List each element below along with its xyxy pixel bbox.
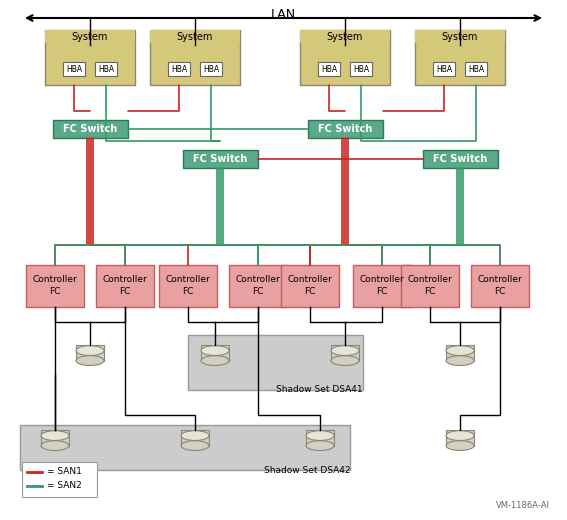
- Bar: [95, 62, 117, 76]
- Ellipse shape: [41, 441, 69, 450]
- Bar: [168, 62, 190, 76]
- Text: FC: FC: [376, 287, 388, 295]
- Bar: [401, 265, 459, 307]
- Bar: [53, 120, 128, 138]
- Ellipse shape: [331, 356, 359, 366]
- Text: Controller: Controller: [33, 276, 77, 284]
- Bar: [20, 425, 350, 470]
- Text: System: System: [177, 32, 213, 42]
- Text: = SAN1: = SAN1: [47, 467, 82, 476]
- Ellipse shape: [76, 346, 104, 356]
- Text: Controller: Controller: [103, 276, 147, 284]
- Bar: [188, 335, 363, 390]
- Bar: [300, 30, 390, 43]
- Text: FC: FC: [494, 287, 506, 295]
- Text: FC: FC: [304, 287, 316, 295]
- Ellipse shape: [446, 441, 474, 450]
- Bar: [465, 62, 487, 76]
- Bar: [446, 430, 474, 446]
- Ellipse shape: [76, 356, 104, 366]
- Ellipse shape: [201, 346, 229, 356]
- Text: FC Switch: FC Switch: [318, 124, 372, 134]
- Bar: [201, 345, 229, 360]
- Text: HBA: HBA: [321, 64, 337, 73]
- Text: Controller: Controller: [166, 276, 210, 284]
- Text: HBA: HBA: [203, 64, 219, 73]
- Text: Shadow Set DSA41: Shadow Set DSA41: [276, 385, 363, 394]
- Bar: [159, 265, 217, 307]
- Ellipse shape: [331, 346, 359, 356]
- Text: FC Switch: FC Switch: [63, 124, 117, 134]
- Text: FC: FC: [119, 287, 130, 295]
- Text: Controller: Controller: [236, 276, 280, 284]
- Ellipse shape: [181, 431, 209, 440]
- Bar: [22, 462, 97, 497]
- Ellipse shape: [446, 431, 474, 440]
- Text: HBA: HBA: [98, 64, 114, 73]
- Text: LAN: LAN: [270, 8, 295, 21]
- Bar: [181, 430, 209, 446]
- Ellipse shape: [201, 356, 229, 366]
- Text: HBA: HBA: [66, 64, 82, 73]
- Bar: [307, 120, 383, 138]
- Bar: [350, 62, 372, 76]
- Bar: [281, 265, 339, 307]
- Bar: [41, 430, 69, 446]
- Bar: [415, 30, 505, 43]
- Bar: [26, 265, 84, 307]
- Text: FC Switch: FC Switch: [193, 154, 247, 164]
- Ellipse shape: [41, 431, 69, 440]
- Text: Controller: Controller: [477, 276, 522, 284]
- Text: Controller: Controller: [287, 276, 332, 284]
- Bar: [306, 430, 334, 446]
- Ellipse shape: [306, 431, 334, 440]
- Bar: [150, 30, 240, 43]
- Bar: [300, 30, 390, 85]
- Text: HBA: HBA: [353, 64, 369, 73]
- Bar: [353, 265, 411, 307]
- Bar: [63, 62, 85, 76]
- Text: Shadow Set DSA42: Shadow Set DSA42: [264, 466, 350, 475]
- Ellipse shape: [446, 356, 474, 366]
- Bar: [331, 345, 359, 360]
- Bar: [471, 265, 529, 307]
- Bar: [150, 30, 240, 85]
- Ellipse shape: [306, 441, 334, 450]
- Text: System: System: [327, 32, 363, 42]
- Bar: [200, 62, 222, 76]
- Text: = SAN2: = SAN2: [47, 482, 82, 490]
- Bar: [45, 30, 135, 43]
- Text: System: System: [442, 32, 478, 42]
- Text: HBA: HBA: [171, 64, 187, 73]
- Bar: [422, 150, 497, 168]
- Ellipse shape: [446, 346, 474, 356]
- Bar: [446, 345, 474, 360]
- Bar: [229, 265, 287, 307]
- Text: System: System: [72, 32, 108, 42]
- Bar: [433, 62, 455, 76]
- Text: Controller: Controller: [408, 276, 452, 284]
- Bar: [183, 150, 257, 168]
- Text: HBA: HBA: [468, 64, 484, 73]
- Text: FC: FC: [183, 287, 194, 295]
- Bar: [76, 345, 104, 360]
- Text: HBA: HBA: [436, 64, 452, 73]
- Bar: [45, 30, 135, 85]
- Bar: [415, 30, 505, 85]
- Text: FC Switch: FC Switch: [433, 154, 487, 164]
- Text: FC: FC: [49, 287, 61, 295]
- Bar: [318, 62, 340, 76]
- Text: FC: FC: [252, 287, 264, 295]
- Ellipse shape: [181, 441, 209, 450]
- Bar: [96, 265, 154, 307]
- Text: VM-1186A-AI: VM-1186A-AI: [496, 501, 550, 510]
- Text: FC: FC: [424, 287, 435, 295]
- Text: Controller: Controller: [359, 276, 404, 284]
